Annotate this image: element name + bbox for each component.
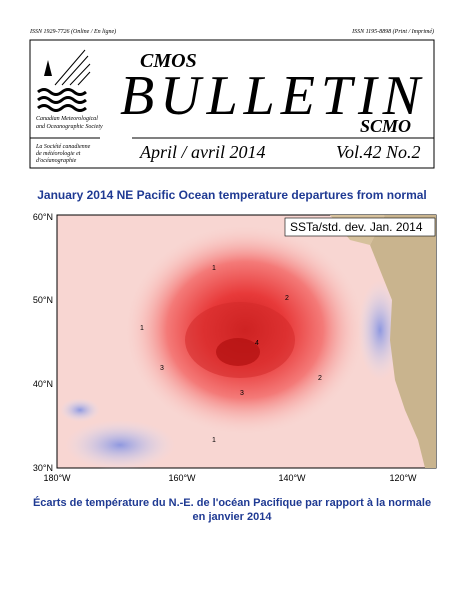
map [56, 214, 437, 470]
lon-label: 180°W [43, 473, 71, 483]
society: d'océanographie [36, 158, 77, 164]
volume: Vol.42 No.2 [336, 142, 421, 162]
issn: ISSN 1195-8898 (Print / Imprimé) [351, 28, 434, 35]
axis: 60°N 50°N 40°N 30°N 180°W 160°W 140°W 12… [33, 212, 417, 483]
lat-label: 50°N [33, 295, 53, 305]
issn: ISSN 1929-7726 (Online / En ligne) [29, 28, 116, 35]
masthead-box [29, 39, 435, 169]
society: de météorologie et [36, 151, 81, 157]
title-sub: SCMO [360, 116, 411, 136]
lat-label: 60°N [33, 212, 53, 222]
society: La Société canadienne [35, 144, 91, 150]
contour-label: 2 [318, 375, 322, 382]
contour-label: 4 [255, 340, 259, 347]
contour-label: 2 [285, 295, 289, 302]
map-label: SSTa/std. dev. Jan. 2014 [290, 220, 423, 234]
caption: en janvier 2014 [193, 511, 273, 523]
society: Canadian Meteorological [36, 116, 98, 122]
contour-label: 1 [212, 437, 216, 444]
caption: Écarts de température du N.-E. de l'océa… [33, 496, 431, 509]
date: April / avril 2014 [139, 142, 266, 162]
contour-label: 3 [240, 390, 244, 397]
lon-label: 120°W [389, 473, 417, 483]
title-small: CMOS [140, 50, 197, 72]
title: BULLETIN [120, 65, 423, 127]
lat-label: 30°N [33, 463, 53, 473]
contour-label: 3 [160, 365, 164, 372]
lon-label: 160°W [168, 473, 196, 483]
contour-label: 1 [140, 325, 144, 332]
lat-label: 40°N [33, 379, 53, 389]
society: and Oceanographic Society [36, 124, 103, 130]
caption: January 2014 NE Pacific Ocean temperatur… [37, 188, 427, 202]
logo [37, 49, 91, 112]
contour-labels: 1 2 3 4 2 1 3 1 [140, 265, 322, 444]
lon-label: 140°W [278, 473, 306, 483]
contour-label: 1 [212, 265, 216, 272]
